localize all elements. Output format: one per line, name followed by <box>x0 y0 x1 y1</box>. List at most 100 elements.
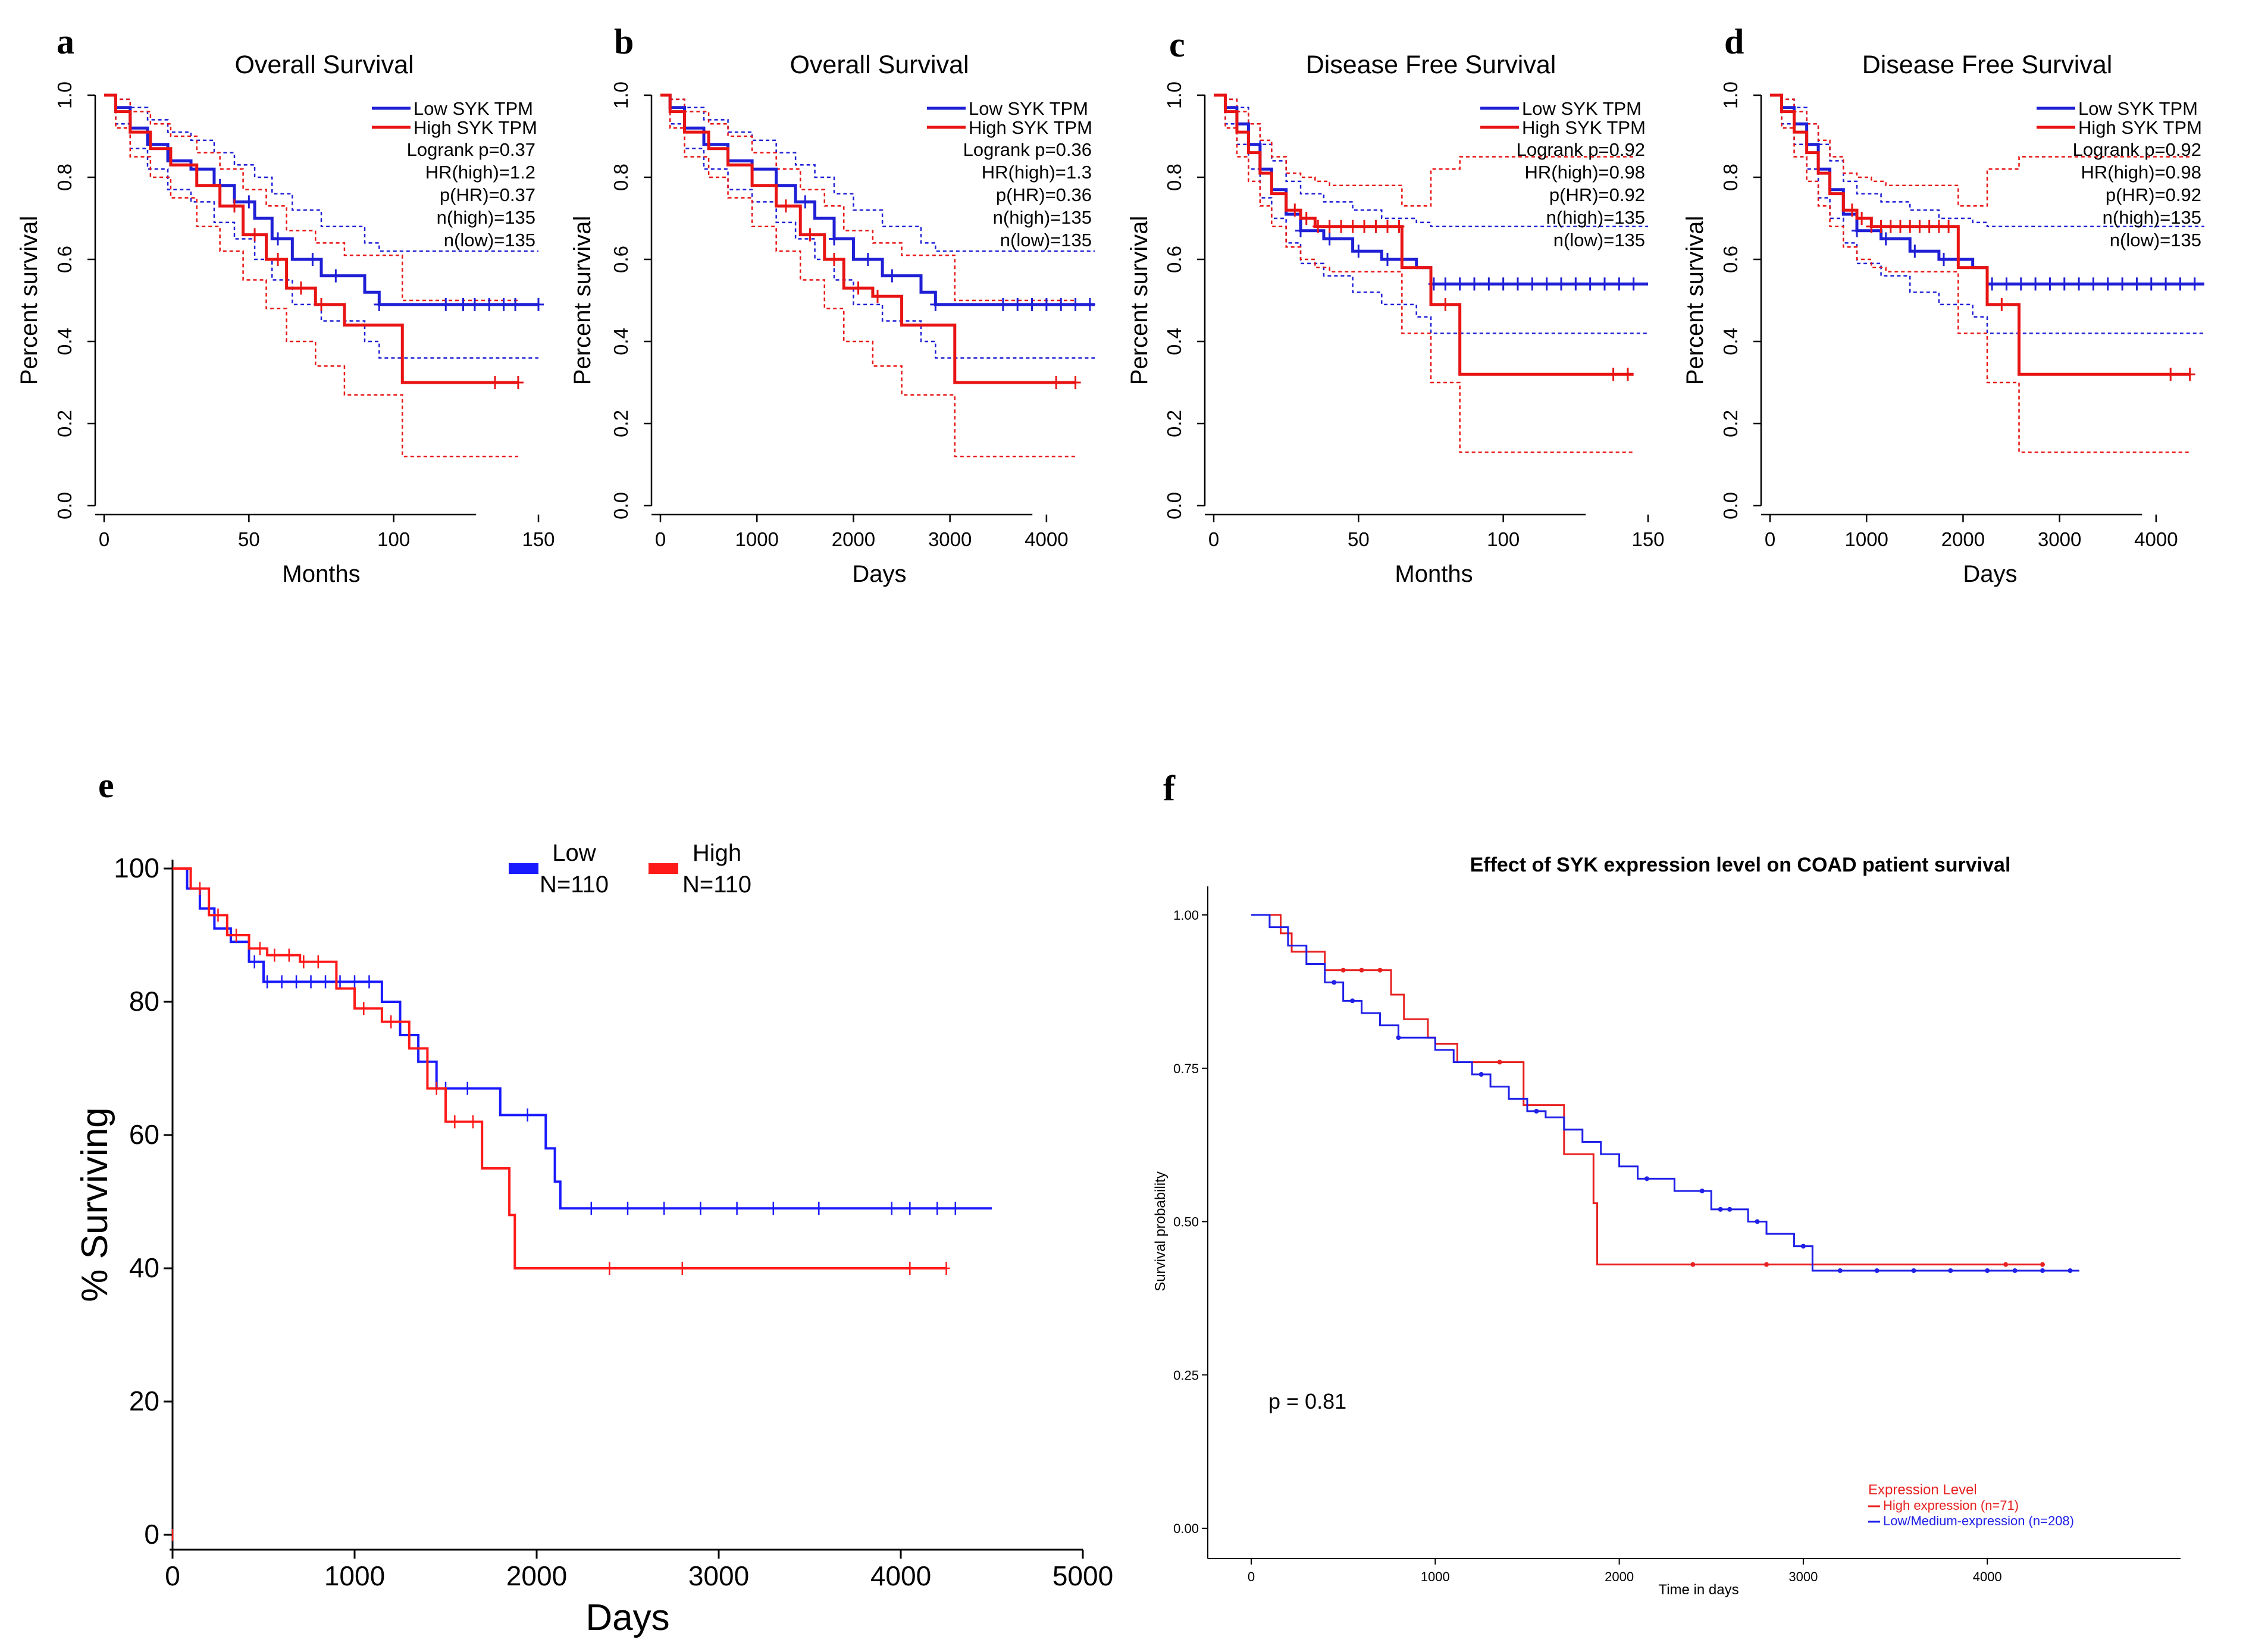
censor-mark-low <box>862 253 873 266</box>
censor-mark-high <box>1933 220 1944 233</box>
censor-mark-low <box>1440 277 1451 291</box>
y-tick-label: 0.2 <box>54 410 76 437</box>
censor-mark-low <box>1584 277 1596 291</box>
censor-mark-high <box>1943 220 1954 233</box>
censor-mark-low <box>374 297 385 311</box>
y-tick-label: 0.8 <box>610 164 632 191</box>
censor-mark-high <box>1301 212 1312 225</box>
x-tick-label: 0 <box>99 528 109 550</box>
legend-label-low: Low <box>552 840 596 866</box>
censor-mark-high <box>606 1262 613 1275</box>
legend-label-low: Low SYK TPM <box>969 98 1088 119</box>
y-tick-label: 1.0 <box>1163 81 1185 109</box>
y-tick-label: 100 <box>114 852 159 883</box>
panel-label-d: d <box>1724 22 1744 61</box>
y-tick-label: 40 <box>129 1252 159 1283</box>
censor-mark-high <box>2165 368 2176 381</box>
censor-mark-high <box>1690 1262 1696 1267</box>
censor-mark-low <box>1534 1108 1539 1114</box>
censor-mark-low <box>1070 297 1081 311</box>
censor-mark-low <box>888 1202 895 1215</box>
censor-mark-low <box>498 297 509 311</box>
censor-mark-high <box>1340 967 1346 973</box>
censor-mark-low <box>278 975 286 989</box>
censor-mark-low <box>2044 277 2056 291</box>
y-axis-label: Percent survival <box>1126 216 1152 385</box>
censor-mark-high <box>1347 220 1358 233</box>
stat-text: p(HR)=0.92 <box>2106 184 2201 205</box>
survival-line-low <box>1251 914 2079 1272</box>
censor-mark-low <box>2088 277 2099 291</box>
censor-mark-high <box>1904 220 1916 233</box>
censor-mark-high <box>295 281 306 295</box>
censor-mark-low <box>336 975 344 989</box>
legend-label-low: Low/Medium-expression (n=208) <box>1883 1513 2074 1528</box>
y-tick-label: 1.0 <box>54 81 76 109</box>
legend-label-high: High SYK TPM <box>414 117 537 138</box>
censor-mark-high <box>678 1262 686 1275</box>
censor-mark-low <box>2102 277 2113 291</box>
stat-text: HR(high)=0.98 <box>2081 162 2201 183</box>
x-tick-label: 3000 <box>2038 528 2081 550</box>
ci-lower-low <box>104 94 538 359</box>
y-axis-label: Percent survival <box>1682 216 1708 385</box>
censor-mark-low <box>1570 277 1581 291</box>
censor-mark-low <box>733 1202 741 1215</box>
survival-line-low <box>1770 93 2204 286</box>
stat-text: n(low)=135 <box>444 230 535 250</box>
chart-title: Disease Free Survival <box>1306 51 1556 79</box>
censor-mark-low <box>1727 1206 1733 1212</box>
censor-mark-high <box>1070 376 1081 389</box>
chart-title: Disease Free Survival <box>1862 51 2113 79</box>
censor-mark-low <box>1800 1243 1806 1249</box>
y-tick-label: 20 <box>129 1385 159 1416</box>
censor-mark-low <box>1644 1176 1649 1181</box>
x-tick-label: 1000 <box>1421 1569 1450 1584</box>
censor-mark-high <box>490 376 500 389</box>
censor-mark-low <box>463 1082 471 1095</box>
legend-label-high: High expression (n=71) <box>1883 1498 2019 1513</box>
ci-lower-high <box>660 94 1076 457</box>
censor-mark-low <box>322 975 330 989</box>
x-tick-label: 5000 <box>1052 1560 1113 1591</box>
censor-mark-low <box>934 1202 941 1215</box>
censor-mark-high <box>249 228 261 242</box>
censor-mark-high <box>1856 212 1868 225</box>
chart-title: Effect of SYK expression level on COAD p… <box>1470 854 2011 876</box>
y-tick-label: 0.2 <box>1163 410 1185 437</box>
chart-title: Overall Survival <box>790 51 969 79</box>
stat-text: Logrank p=0.36 <box>963 139 1092 160</box>
censor-mark-low <box>1512 277 1523 291</box>
censor-mark-low <box>1350 998 1355 1004</box>
p-value-text: p = 0.81 <box>1268 1389 1346 1413</box>
ci-lower-high <box>104 94 518 457</box>
legend-title: Expression Level <box>1868 1482 1977 1498</box>
censor-mark-high <box>1608 368 1619 381</box>
x-axis-label: Days <box>852 561 906 587</box>
y-tick-label: 0.4 <box>610 328 632 355</box>
censor-mark-low <box>2001 277 2012 291</box>
censor-mark-low <box>330 269 342 283</box>
censor-mark-high <box>229 199 240 213</box>
censor-mark-low <box>2059 277 2070 291</box>
censor-mark-high <box>1336 220 1347 233</box>
censor-mark-high <box>829 253 839 266</box>
x-tick-label: 50 <box>238 528 260 550</box>
x-tick-label: 2000 <box>506 1560 567 1591</box>
censor-mark-high <box>1764 1262 1769 1267</box>
censor-mark-high <box>314 955 322 968</box>
x-axis-label: Days <box>1963 561 2017 587</box>
y-tick-label: 0.6 <box>54 246 76 273</box>
censor-mark-high <box>451 1115 459 1128</box>
censor-mark-low <box>1469 277 1480 291</box>
ci-upper-low <box>1214 94 1648 228</box>
x-tick-label: 3000 <box>688 1560 749 1591</box>
censor-mark-low <box>307 975 315 989</box>
panel-label-c: c <box>1169 25 1185 64</box>
y-tick-label: 0.6 <box>610 246 632 273</box>
panel-label-b: b <box>614 22 634 61</box>
y-tick-label: 1.00 <box>1173 908 1199 923</box>
x-tick-label: 3000 <box>928 528 972 550</box>
censor-mark-low <box>524 1108 531 1122</box>
